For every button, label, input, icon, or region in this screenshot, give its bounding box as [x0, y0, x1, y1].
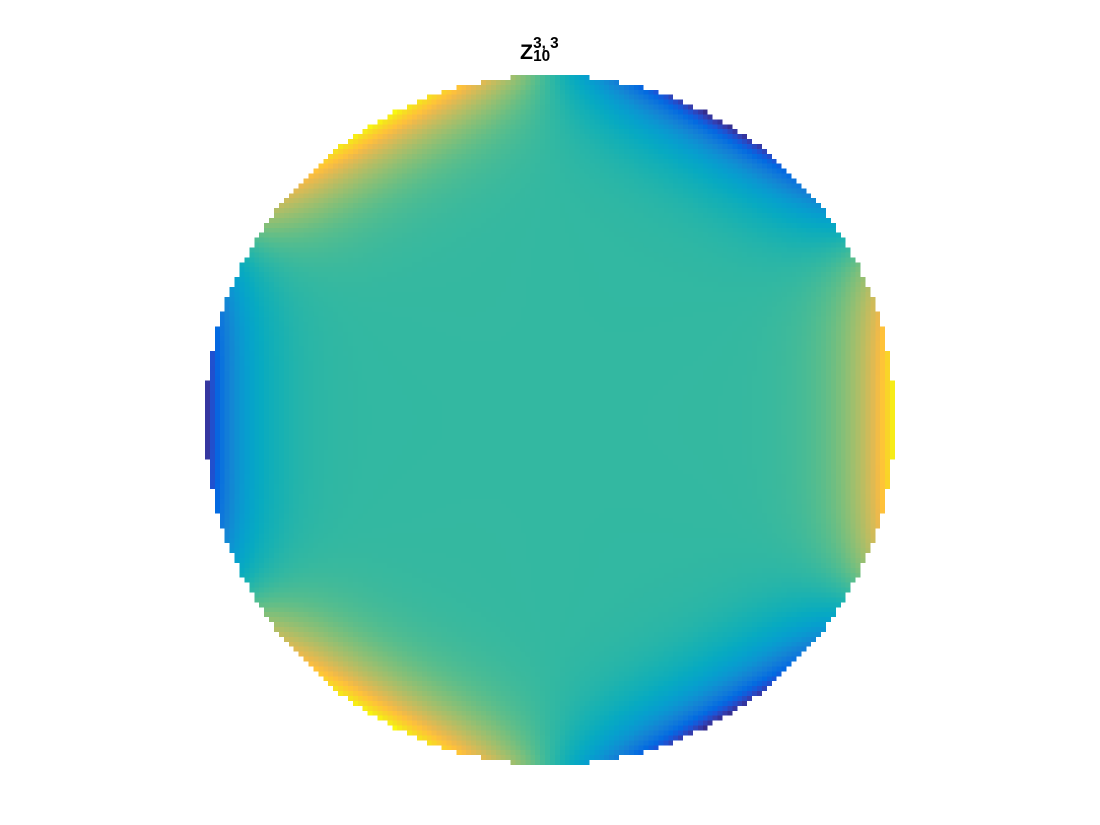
figure: Z 3, 3 10 — [0, 0, 1100, 825]
title-subscript: 10 — [533, 48, 550, 66]
plot-title: Z 3, 3 10 — [0, 40, 1100, 65]
title-base: Z 3, 3 10 — [520, 40, 580, 65]
zernike-disk — [205, 75, 895, 765]
title-base-text: Z — [520, 40, 533, 64]
plot-area — [205, 75, 895, 765]
